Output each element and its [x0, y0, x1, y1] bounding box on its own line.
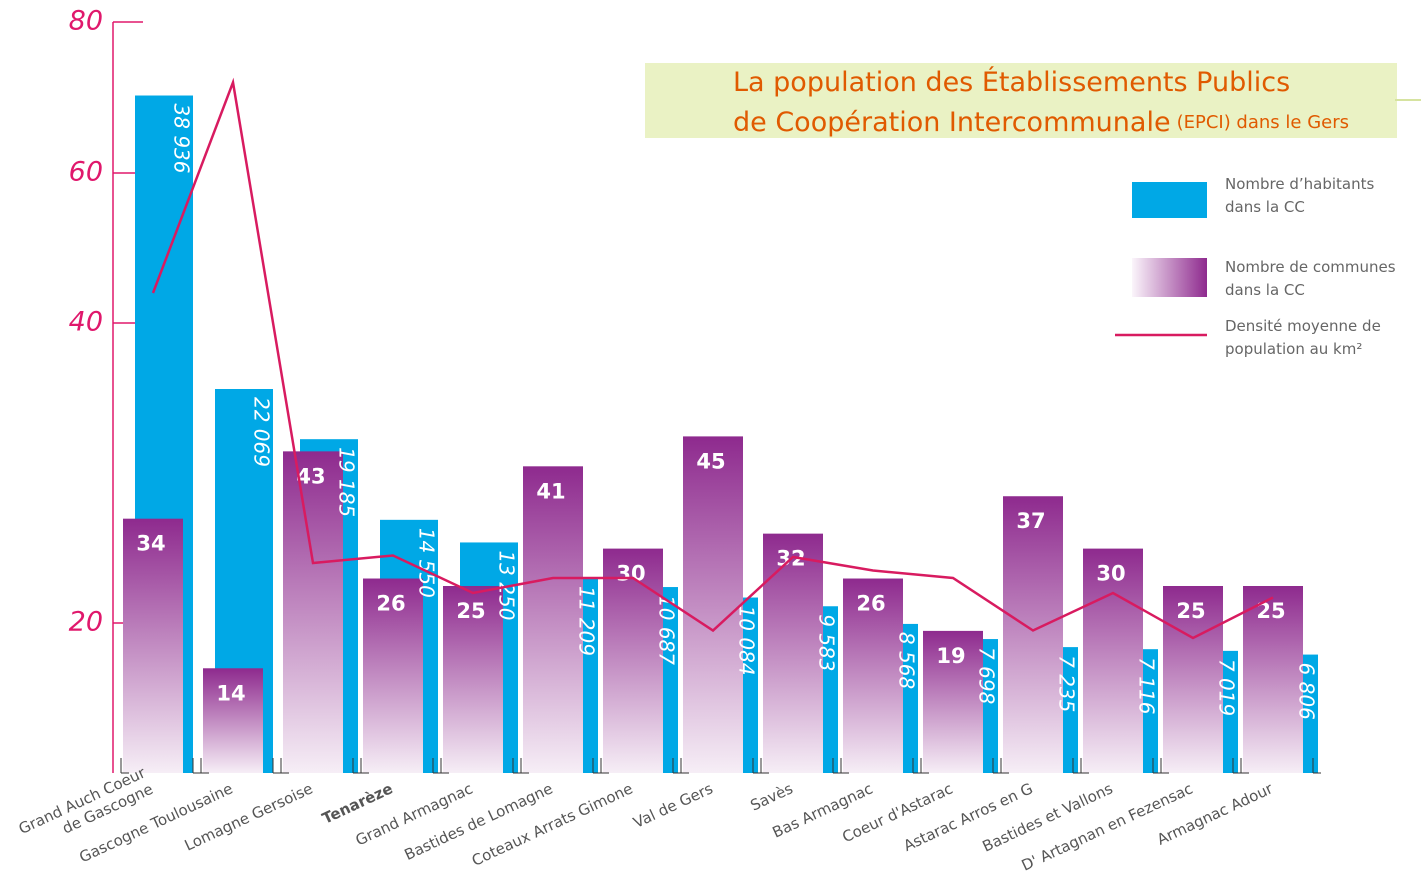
communes-bar: [683, 436, 743, 773]
population-label: 8 568: [895, 632, 919, 689]
x-tick-label: Astarac Arros en G: [901, 779, 1036, 855]
communes-bar: [123, 518, 183, 773]
title-box: [645, 63, 1397, 138]
legend-label: Nombre de communes dans la CC: [1225, 258, 1396, 299]
population-label: 7 116: [1135, 657, 1159, 714]
population-label: 19 185: [335, 447, 359, 517]
population-label: 7 698: [975, 647, 999, 704]
density-line: [151, 77, 1274, 640]
communes-bar: [1083, 548, 1143, 773]
communes-bar: [203, 668, 263, 773]
communes-bar: [923, 630, 983, 773]
communes-label: 37: [1016, 509, 1045, 533]
communes-label: 19: [936, 644, 965, 668]
population-label: 11 209: [575, 586, 599, 656]
legend-swatch: [1132, 258, 1207, 297]
legend-label: Nombre d’habitants dans la CC: [1225, 175, 1375, 216]
population-label: 6 806: [1295, 663, 1319, 720]
population-label: 7 019: [1215, 659, 1239, 716]
communes-label: 25: [1176, 599, 1205, 623]
population-label: 38 936: [170, 104, 194, 174]
communes-label: 30: [1096, 562, 1125, 586]
communes-bar: [523, 466, 583, 773]
communes-label: 26: [376, 592, 405, 616]
population-label: 14 550: [415, 528, 439, 598]
population-label: 22 069: [250, 397, 274, 467]
communes-label: 14: [216, 681, 245, 705]
communes-label: 41: [536, 479, 565, 503]
communes-bar: [1163, 586, 1223, 773]
y-tick-label: 80: [69, 6, 103, 37]
communes-label: 43: [296, 464, 325, 488]
population-label: 10 687: [655, 595, 679, 665]
y-tick-label: 40: [69, 307, 103, 338]
population-label: 7 235: [1055, 655, 1079, 712]
y-tick-label: 20: [69, 607, 103, 638]
communes-label: 34: [136, 532, 165, 556]
communes-bar: [603, 548, 663, 773]
communes-bar: [1243, 586, 1303, 773]
population-label: 9 583: [815, 614, 839, 671]
x-tick-label: Savès: [748, 779, 796, 814]
y-tick-label: 60: [69, 157, 103, 188]
legend-label: Densité moyenne de population au km²: [1225, 317, 1381, 358]
communes-bar: [843, 578, 903, 773]
legend-swatch: [1132, 182, 1207, 218]
communes-label: 25: [456, 599, 485, 623]
communes-bar: [1003, 496, 1063, 773]
communes-bar: [763, 533, 823, 773]
population-label: 10 084: [735, 606, 759, 676]
communes-bar: [283, 451, 343, 773]
communes-bar: [363, 578, 423, 773]
communes-label: 45: [696, 449, 725, 473]
communes-label: 26: [856, 592, 885, 616]
communes-bar: [443, 586, 503, 773]
chart-title: La population des Établissements Publics…: [733, 66, 1349, 138]
x-tick-label: Val de Gers: [630, 779, 715, 832]
